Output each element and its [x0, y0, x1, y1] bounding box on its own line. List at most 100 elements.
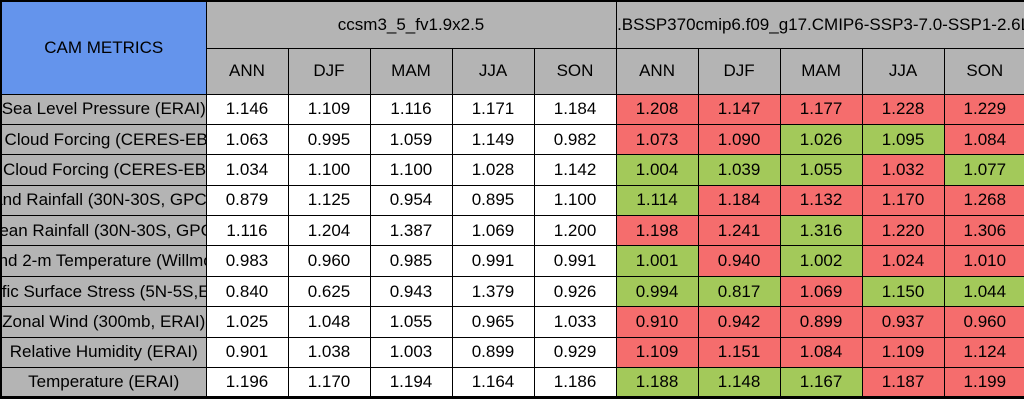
value-cell: 1.184 — [697, 184, 781, 217]
value-cell: 1.002 — [779, 245, 863, 277]
value-cell: 1.048 — [287, 306, 371, 338]
value-cell: 1.170 — [861, 184, 945, 217]
metric-label-cell: LW Cloud Forcing (CERES-EBAF) — [0, 154, 207, 186]
value-cell: 0.942 — [697, 306, 781, 338]
table-row: SW Cloud Forcing (CERES-EBAF) 1.063 0.99… — [0, 123, 1024, 156]
model1-name: ccsm3_5_fv1.9x2.5 — [337, 14, 485, 34]
value-cell: 0.899 — [451, 336, 535, 369]
value-cell: 1.220 — [861, 215, 945, 247]
value-cell: 1.229 — [943, 93, 1024, 125]
value-cell: 1.199 — [943, 367, 1024, 399]
value-cell: 0.985 — [369, 245, 453, 277]
table-row: Pacific Surface Stress (5N-5S,ERS) 0.840… — [0, 275, 1024, 308]
value-cell: 1.090 — [697, 123, 781, 156]
value-cell: 0.929 — [533, 336, 617, 369]
table-row: Land 2-m Temperature (Willmott) 0.983 0.… — [0, 245, 1024, 277]
value-cell: 1.132 — [779, 184, 863, 217]
page-title: CAM METRICS — [44, 37, 164, 57]
value-cell: 1.177 — [779, 93, 863, 125]
value-cell: 0.965 — [451, 306, 535, 338]
value-cell: 1.146 — [205, 93, 289, 125]
value-cell: 1.044 — [943, 275, 1024, 308]
season-header-cell: ANN — [615, 47, 699, 95]
metric-label: LW Cloud Forcing (CERES-EBAF) — [2, 159, 206, 179]
value-cell: 1.004 — [615, 154, 699, 186]
value-cell: 1.194 — [369, 367, 453, 399]
value-cell: 1.084 — [779, 336, 863, 369]
value-cell: 1.171 — [451, 93, 535, 125]
table-row: Ocean Rainfall (30N-30S, GPCP) 1.116 1.2… — [0, 215, 1024, 247]
value-cell: 1.025 — [205, 306, 289, 338]
metric-label: Pacific Surface Stress (5N-5S,ERS) — [2, 281, 205, 301]
value-cell: 1.109 — [615, 336, 699, 369]
value-cell: 1.150 — [861, 275, 945, 308]
value-cell: 1.125 — [287, 184, 371, 217]
value-cell: 1.077 — [943, 154, 1024, 186]
value-cell: 1.196 — [205, 367, 289, 399]
value-cell: 1.184 — [533, 93, 617, 125]
value-cell: 1.010 — [943, 245, 1024, 277]
value-cell: 1.073 — [615, 123, 699, 156]
value-cell: 1.033 — [533, 306, 617, 338]
cam-metrics-table: CAM METRICS ccsm3_5_fv1.9x2.5 b.e21.BSSP… — [0, 0, 1024, 400]
value-cell: 0.983 — [205, 245, 289, 277]
metric-label: Relative Humidity (ERAI) — [9, 342, 198, 362]
value-cell: 1.032 — [861, 154, 945, 186]
value-cell: 1.001 — [615, 245, 699, 277]
season-header-cell: ANN — [205, 47, 289, 95]
metric-label-cell: Land 2-m Temperature (Willmott) — [0, 245, 207, 277]
metric-label-cell: Temperature (ERAI) — [0, 367, 207, 399]
value-cell: 0.840 — [205, 275, 289, 308]
model-header-row: CAM METRICS ccsm3_5_fv1.9x2.5 b.e21.BSSP… — [0, 0, 1024, 95]
value-cell: 1.084 — [943, 123, 1024, 156]
value-cell: 1.063 — [205, 123, 289, 156]
value-cell: 1.069 — [451, 215, 535, 247]
table-row: Relative Humidity (ERAI) 0.901 1.038 1.0… — [0, 336, 1024, 369]
season-header-cell: JJA — [451, 47, 535, 95]
value-cell: 1.188 — [615, 367, 699, 399]
value-cell: 1.109 — [287, 93, 371, 125]
value-cell: 1.100 — [369, 154, 453, 186]
value-cell: 0.960 — [287, 245, 371, 277]
value-cell: 1.100 — [287, 154, 371, 186]
value-cell: 1.116 — [205, 215, 289, 247]
season-header-cell: SON — [533, 47, 617, 95]
value-cell: 1.055 — [779, 154, 863, 186]
table-row: Temperature (ERAI) 1.196 1.170 1.194 1.1… — [0, 367, 1024, 399]
value-cell: 1.142 — [533, 154, 617, 186]
metric-label-cell: SW Cloud Forcing (CERES-EBAF) — [0, 123, 207, 156]
table-row: Zonal Wind (300mb, ERAI) 1.025 1.048 1.0… — [0, 306, 1024, 338]
value-cell: 1.228 — [861, 93, 945, 125]
metric-label-cell: Ocean Rainfall (30N-30S, GPCP) — [0, 215, 207, 247]
value-cell: 1.316 — [779, 215, 863, 247]
value-cell: 0.943 — [369, 275, 453, 308]
season-header-cell: DJF — [287, 47, 371, 95]
value-cell: 0.994 — [615, 275, 699, 308]
value-cell: 0.991 — [451, 245, 535, 277]
table-title-cell: CAM METRICS — [0, 0, 207, 95]
metric-label-cell: Relative Humidity (ERAI) — [0, 336, 207, 369]
value-cell: 0.995 — [287, 123, 371, 156]
value-cell: 1.306 — [943, 215, 1024, 247]
table-row: LW Cloud Forcing (CERES-EBAF) 1.034 1.10… — [0, 154, 1024, 186]
metric-label-cell: Sea Level Pressure (ERAI) — [0, 93, 207, 125]
value-cell: 0.879 — [205, 184, 289, 217]
metric-label: Land 2-m Temperature (Willmott) — [2, 251, 205, 271]
value-cell: 1.387 — [369, 215, 453, 247]
metric-label: Sea Level Pressure (ERAI) — [2, 99, 206, 119]
value-cell: 1.095 — [861, 123, 945, 156]
value-cell: 1.055 — [369, 306, 453, 338]
value-cell: 0.817 — [697, 275, 781, 308]
value-cell: 1.069 — [779, 275, 863, 308]
season-header-cell: SON — [943, 47, 1024, 95]
value-cell: 1.204 — [287, 215, 371, 247]
value-cell: 0.937 — [861, 306, 945, 338]
table-row: Sea Level Pressure (ERAI) 1.146 1.109 1.… — [0, 93, 1024, 125]
value-cell: 1.147 — [697, 93, 781, 125]
value-cell: 1.268 — [943, 184, 1024, 217]
model2-name-header: b.e21.BSSP370cmip6.f09_g17.CMIP6-SSP3-7.… — [615, 0, 1024, 49]
value-cell: 1.003 — [369, 336, 453, 369]
season-header-cell: DJF — [697, 47, 781, 95]
value-cell: 1.039 — [697, 154, 781, 186]
